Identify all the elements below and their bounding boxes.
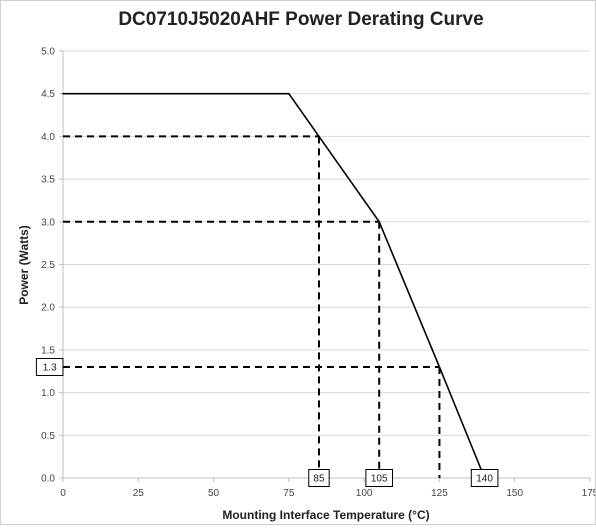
x-tick-label-125: 125: [431, 488, 448, 499]
annotation-label-105: 105: [371, 474, 388, 485]
annotation-box-105: [365, 469, 393, 487]
y-tick-label-3.0: 3.0: [41, 217, 55, 228]
y-tick-label-1.5: 1.5: [41, 345, 55, 356]
curve-point-0: [62, 92, 64, 95]
derating-curve-line-0: [63, 92, 486, 479]
y-tick-label-2.5: 2.5: [41, 260, 55, 271]
tick-labels: 0.0 0.5 1.0 1.5 2.0 2.5 3.0 3.5 4.0 4.5 5.0 0 25 50 75…: [41, 47, 596, 500]
x-tick-label-25: 25: [133, 488, 145, 499]
y-tick-label-1.0: 1.0: [41, 388, 55, 399]
curve-point-1: [288, 92, 290, 95]
y-axis-label: Power (Watts): [17, 225, 31, 305]
y-tick-label-2.0: 2.0: [41, 303, 55, 314]
y-tick-label-0.0: 0.0: [41, 474, 55, 485]
chart-title: DC0710J5020AHF Power Derating Curve: [118, 9, 483, 30]
x-tick-label-150: 150: [506, 488, 523, 499]
annotations: 85 105 140 1.3: [35, 357, 499, 487]
axes: [59, 50, 591, 482]
annotation-label-1.3: 1.3: [43, 362, 57, 373]
y-tick-label-5.0: 5.0: [41, 47, 55, 58]
x-tick-label-50: 50: [208, 488, 220, 499]
y-tick-label-3.5: 3.5: [41, 175, 55, 186]
x-axis-label: Mounting Interface Temperature (°C): [222, 508, 429, 522]
grid-lines: [63, 50, 590, 436]
annotation-label-85: 85: [313, 474, 325, 485]
curve-point-3: [378, 221, 381, 223]
x-tick-label-100: 100: [356, 488, 373, 499]
reference-lines: [63, 135, 441, 478]
annotation-box-1.3: [35, 357, 64, 376]
curve-point-2: [318, 135, 320, 138]
x-tick-label-75: 75: [283, 488, 295, 499]
annotation-box-85: [308, 469, 330, 487]
series-layer: [62, 92, 486, 479]
y-tick-label-0.5: 0.5: [41, 431, 55, 442]
y-tick-label-4.0: 4.0: [41, 132, 55, 143]
y-tick-label-4.5: 4.5: [41, 89, 55, 100]
annotation-label-140: 140: [476, 474, 493, 485]
x-tick-label-0: 0: [60, 488, 66, 499]
curve-point-4: [438, 366, 441, 368]
annotation-box-140: [470, 469, 499, 487]
x-tick-label-175: 175: [582, 488, 595, 499]
